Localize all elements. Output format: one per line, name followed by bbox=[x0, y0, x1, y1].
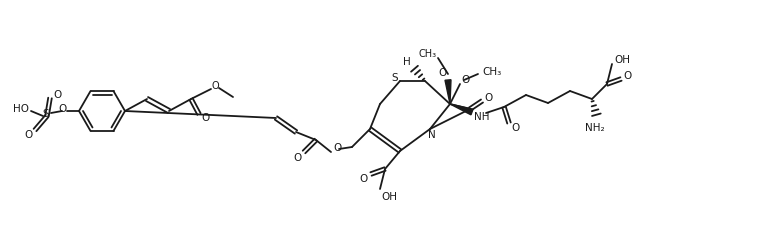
Text: O: O bbox=[360, 173, 368, 183]
Text: S: S bbox=[43, 109, 49, 118]
Text: O: O bbox=[485, 93, 493, 103]
Text: O: O bbox=[293, 152, 301, 162]
Text: OH: OH bbox=[614, 55, 630, 65]
Text: O: O bbox=[624, 71, 632, 81]
Text: O: O bbox=[53, 90, 61, 100]
Text: N: N bbox=[428, 129, 436, 139]
Text: O: O bbox=[462, 75, 470, 85]
Text: H: H bbox=[404, 57, 411, 67]
Polygon shape bbox=[445, 80, 451, 105]
Text: O: O bbox=[512, 123, 520, 132]
Text: HO: HO bbox=[13, 104, 29, 114]
Text: NH₂: NH₂ bbox=[585, 123, 604, 132]
Text: O: O bbox=[58, 104, 66, 114]
Text: CH₃: CH₃ bbox=[419, 49, 437, 59]
Text: O: O bbox=[439, 68, 447, 78]
Text: CH₃: CH₃ bbox=[482, 67, 501, 77]
Text: NH: NH bbox=[474, 112, 490, 121]
Text: O: O bbox=[211, 81, 219, 91]
Text: O: O bbox=[333, 142, 341, 152]
Text: S: S bbox=[392, 73, 398, 83]
Text: O: O bbox=[24, 129, 32, 139]
Text: O: O bbox=[201, 112, 209, 123]
Polygon shape bbox=[450, 105, 473, 115]
Text: OH: OH bbox=[381, 191, 397, 201]
